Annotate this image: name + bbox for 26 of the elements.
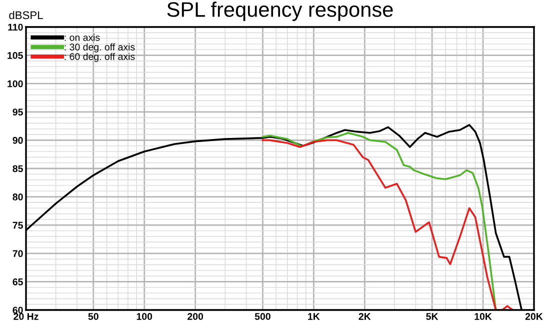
x-tick-label: 5K (426, 313, 438, 320)
legend-label: : on axis (64, 34, 100, 41)
y-tick-label: 80 (12, 194, 23, 200)
y-tick-label: 95 (12, 108, 23, 116)
x-tick-label: 1K (308, 313, 320, 320)
y-axis-title: dBSPL (9, 10, 43, 20)
x-tick-label: 50 (88, 313, 98, 320)
y-tick-label: 75 (12, 222, 23, 229)
x-tick-label: 100 (136, 313, 152, 320)
y-tick-label: 90 (12, 136, 23, 144)
chart-title: SPL frequency response (167, 2, 393, 22)
x-tick-label: 200 (188, 313, 204, 320)
y-tick-label: 70 (12, 250, 23, 258)
y-tick-label: 85 (12, 165, 23, 172)
y-tick-label: 100 (8, 80, 23, 88)
x-tick-label: 20K (525, 313, 543, 320)
x-tick-label: 500 (254, 313, 270, 320)
legend-label: : 60 deg. off axis (64, 52, 135, 62)
x-tick-label: 10K (474, 313, 492, 320)
legend-label: : 30 deg. off axis (64, 43, 135, 52)
y-tick-label: 110 (8, 24, 23, 31)
y-tick-label: 65 (12, 278, 23, 286)
y-tick-label: 60 (12, 306, 23, 314)
x-tick-label: 2K (358, 313, 371, 320)
x-tick-label: 20 Hz (14, 313, 38, 320)
y-tick-label: 105 (8, 52, 23, 59)
